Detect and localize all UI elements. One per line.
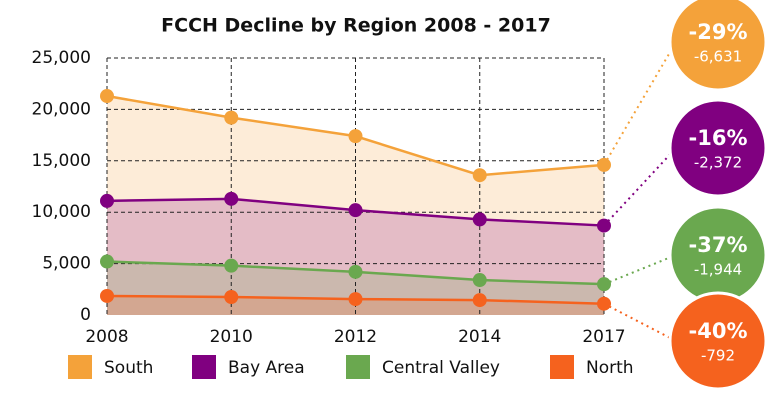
x-tick-label: 2008: [85, 327, 128, 347]
point: [348, 129, 363, 144]
callout-percent: -16%: [689, 126, 748, 150]
callout-change: -2,372: [694, 154, 742, 172]
callout-percent: -37%: [689, 233, 748, 257]
point: [100, 89, 114, 104]
y-tick-label: 5,000: [42, 254, 91, 274]
y-tick-label: 0: [80, 305, 91, 325]
legend-swatch: [68, 355, 92, 379]
point: [100, 193, 114, 208]
y-tick-label: 10,000: [32, 202, 91, 222]
legend-label: Central Valley: [382, 358, 500, 378]
leader-line: [603, 41, 677, 166]
point: [348, 264, 363, 279]
point: [224, 258, 239, 273]
point: [472, 293, 487, 308]
callout-change: -1,944: [694, 261, 742, 279]
legend-swatch: [550, 355, 574, 379]
legend-label: South: [104, 358, 153, 378]
y-tick-label: 20,000: [32, 99, 91, 119]
leader-line: [603, 302, 677, 342]
legend-swatch: [192, 355, 216, 379]
callout: [668, 98, 768, 198]
point: [224, 110, 239, 125]
callout-change: -6,631: [694, 48, 742, 66]
point: [100, 288, 114, 303]
point: [100, 254, 114, 269]
point: [472, 168, 487, 183]
leader-line: [603, 254, 677, 286]
point: [472, 212, 487, 227]
point: [348, 292, 363, 307]
point: [472, 273, 487, 288]
chart-title: FCCH Decline by Region 2008 - 2017: [161, 15, 551, 37]
x-tick-label: 2010: [210, 327, 253, 347]
point: [348, 203, 363, 218]
point: [224, 191, 239, 206]
point: [224, 290, 239, 305]
callout: [668, 0, 768, 92]
legend-swatch: [346, 355, 370, 379]
x-tick-label: 2012: [334, 327, 377, 347]
callout: [668, 291, 768, 391]
x-tick-label: 2014: [458, 327, 501, 347]
legend-label: Bay Area: [228, 358, 305, 378]
callout-percent: -29%: [689, 20, 748, 44]
callout-percent: -40%: [689, 319, 748, 343]
y-tick-label: 15,000: [32, 151, 91, 171]
leader-line: [603, 147, 677, 227]
y-tick-label: 25,000: [32, 48, 91, 68]
callout-change: -792: [701, 347, 735, 365]
legend-label: North: [586, 358, 634, 378]
x-tick-label: 2017: [582, 327, 625, 347]
